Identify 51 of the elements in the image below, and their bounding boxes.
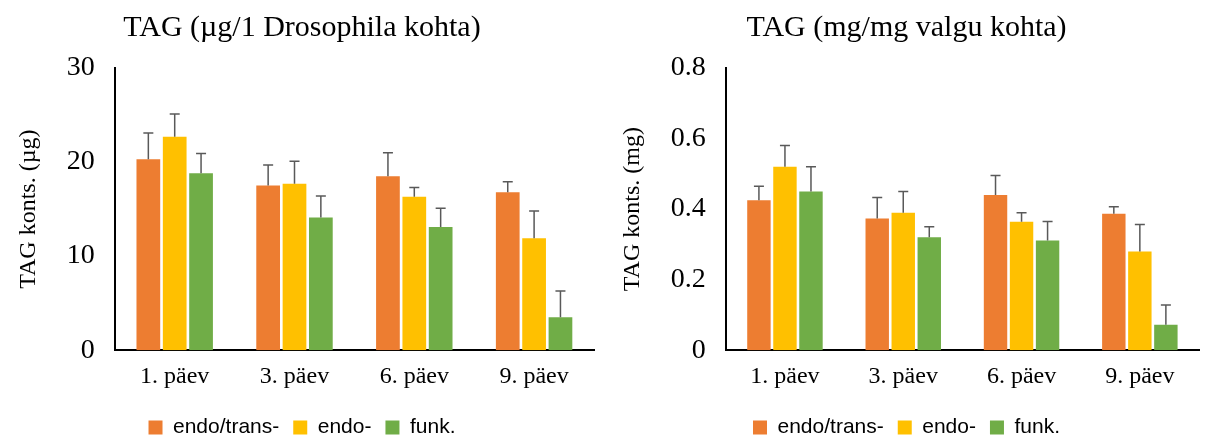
y-axis-title: TAG konts. (mg)	[617, 127, 644, 292]
bar	[773, 166, 797, 351]
bar	[522, 238, 546, 351]
bar	[548, 317, 573, 351]
bar	[402, 196, 427, 351]
bar	[983, 194, 1008, 351]
legend-label: endo/trans-	[173, 414, 280, 438]
y-axis-title: TAG konts. (µg)	[13, 129, 40, 289]
legend-label: funk.	[409, 414, 456, 438]
bar	[1035, 240, 1060, 351]
bar	[799, 191, 823, 351]
y-tick-label: 10	[66, 238, 95, 270]
legend-label: endo-	[317, 414, 372, 438]
legend-label: endo/trans-	[777, 414, 884, 438]
y-tick-label: 0	[80, 332, 95, 364]
chart-title: TAG (µg/1 Drosophila kohta)	[123, 8, 481, 43]
bar	[256, 185, 280, 351]
bar	[1102, 213, 1126, 351]
bar	[865, 218, 889, 351]
bar	[136, 159, 161, 351]
x-tick-label: 6. päev	[986, 361, 1057, 388]
y-tick-label: 20	[66, 144, 95, 176]
x-tick-label: 9. päev	[1105, 361, 1175, 388]
legend-label: endo-	[922, 414, 976, 438]
bar	[1128, 251, 1152, 351]
bar	[309, 217, 333, 351]
bar	[189, 173, 213, 351]
bar	[495, 192, 520, 351]
bar	[282, 183, 307, 351]
bar	[917, 237, 941, 351]
bar	[376, 176, 400, 351]
x-tick-label: 1. päev	[750, 361, 820, 388]
bar	[162, 136, 187, 351]
x-tick-label: 9. päev	[499, 361, 569, 388]
y-tick-label: 0	[691, 332, 706, 364]
bar	[891, 212, 915, 351]
x-tick-label: 3. päev	[868, 361, 938, 388]
y-tick-label: 0.8	[670, 50, 706, 82]
bar	[1154, 324, 1178, 351]
y-tick-label: 0.6	[670, 120, 706, 152]
y-tick-label: 0.4	[670, 191, 706, 223]
bar	[747, 200, 771, 351]
legend-label: funk.	[1014, 414, 1060, 438]
x-tick-label: 6. päev	[379, 361, 449, 388]
x-tick-label: 3. päev	[259, 361, 330, 388]
y-tick-label: 0.2	[670, 262, 706, 294]
bar	[428, 226, 453, 351]
bar	[1009, 221, 1034, 351]
chart-title: TAG (mg/mg valgu kohta)	[746, 8, 1067, 43]
x-tick-label: 1. päev	[140, 361, 210, 388]
y-tick-label: 30	[66, 50, 95, 82]
